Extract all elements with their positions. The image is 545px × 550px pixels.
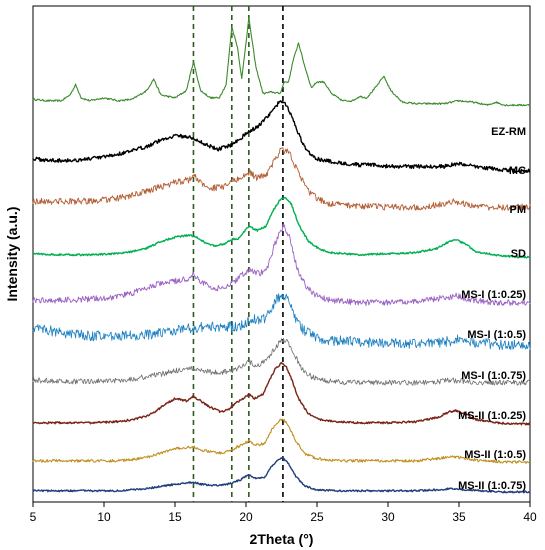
- series-line: [32, 17, 531, 107]
- x-tick-label: 5: [30, 510, 37, 524]
- x-tick-label: 15: [168, 510, 182, 524]
- reference-lines: [192, 6, 284, 502]
- x-tick-label: 10: [97, 510, 111, 524]
- series-line: [32, 224, 531, 307]
- x-tick-label: 40: [523, 510, 537, 524]
- series-label: SD: [511, 248, 526, 260]
- x-tick-label: 35: [452, 510, 466, 524]
- series-line: [32, 361, 531, 426]
- series-label: MS-II (1:0.75): [458, 480, 526, 492]
- y-axis-title: Intensity (a.u.): [4, 207, 20, 302]
- series-label: MS-I (1:0.75): [461, 370, 526, 382]
- series-line: [32, 147, 531, 211]
- series-label: EZ-RM: [491, 126, 526, 138]
- x-tick-label: 30: [381, 510, 395, 524]
- series-line: [32, 456, 531, 494]
- x-axis-title: 2Theta (°): [250, 531, 314, 547]
- x-tick-label: 20: [239, 510, 253, 524]
- series-label: MC: [509, 165, 526, 177]
- series-traces: [32, 17, 531, 494]
- series-line: [32, 100, 531, 174]
- series-label: PM: [510, 204, 527, 216]
- x-axis-ticks: 5 10 15 20 25 30 35 40: [30, 502, 537, 524]
- series-line: [32, 196, 531, 259]
- series-label: MS-II (1:0.25): [458, 410, 526, 422]
- series-labels: EZ-RM MC PM SD MS-I (1:0.25) MS-I (1:0.5) MS-I…: [458, 126, 526, 492]
- series-label: MS-II (1:0.5): [464, 449, 526, 461]
- series-line: [32, 418, 531, 464]
- series-label: MS-I (1:0.5): [467, 329, 526, 341]
- series-label: MS-I (1:0.25): [461, 289, 526, 301]
- series-line: [32, 293, 531, 351]
- x-tick-label: 25: [310, 510, 324, 524]
- series-line: [32, 337, 531, 386]
